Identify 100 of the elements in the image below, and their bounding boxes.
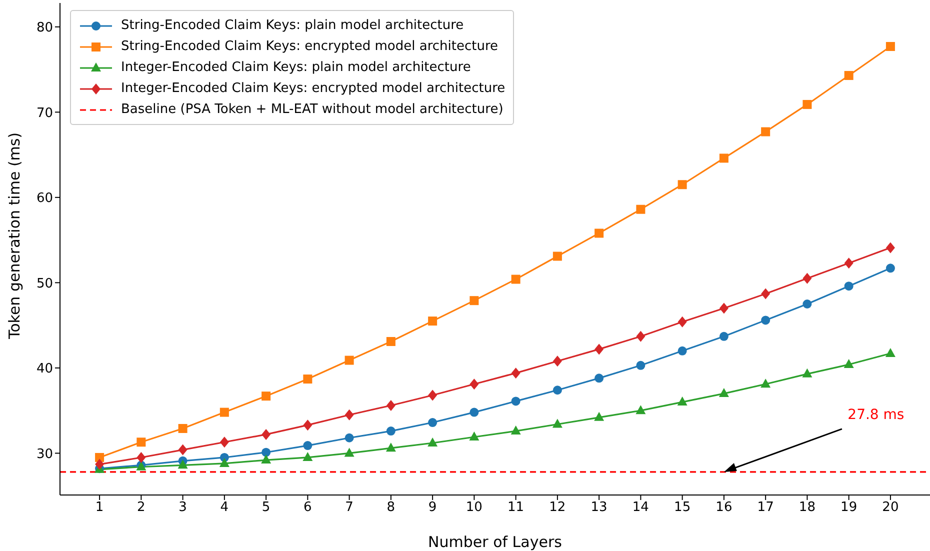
point [470,378,479,390]
y-tick-label: 70 [36,106,53,121]
y-axis-title: Token generation time (ms) [5,132,24,340]
point [386,426,396,436]
point [802,272,812,284]
point [677,396,688,406]
point [303,420,312,431]
point [219,458,230,467]
point [844,359,854,368]
point [510,426,521,435]
point [760,378,771,388]
point [303,441,312,450]
legend-label: String-Encoded Claim Keys: plain model architecture [121,18,464,33]
point [719,154,728,163]
point [178,444,188,456]
point [886,242,895,254]
x-tick-label: 4 [220,500,229,516]
x-tick-label: 3 [178,500,187,516]
point [719,302,728,314]
x-tick-label: 15 [674,500,691,516]
point [303,374,312,384]
y-tick-label: 50 [36,276,53,292]
x-tick-label: 18 [798,500,816,516]
point [802,300,812,308]
point [678,180,687,190]
point [844,282,854,291]
point [262,392,271,401]
x-tick-label: 8 [386,500,396,516]
point [344,448,354,457]
x-tick-label: 1 [95,500,104,516]
point [886,264,895,273]
point [511,274,520,284]
x-tick-label: 10 [466,500,482,516]
point [428,390,438,401]
point [594,344,604,355]
point [802,100,812,109]
point [761,127,770,136]
point [262,448,271,457]
point [886,42,895,51]
legend-label: Integer-Encoded Claim Keys: plain model architecture [121,60,471,75]
point [220,436,229,448]
point [178,460,188,469]
point [636,360,646,370]
point [344,433,354,442]
point [761,288,770,300]
point [469,432,480,441]
x-tick-label: 5 [262,500,270,516]
point [470,408,479,417]
x-tick-label: 17 [757,500,774,516]
point [718,388,729,398]
point [302,452,313,461]
x-tick-label: 19 [840,500,858,516]
x-tick-label: 20 [882,500,899,516]
legend-label: Integer-Encoded Claim Keys: encrypted model architecture [121,81,506,96]
annotation: 27.8 ms [848,406,904,423]
y-tick-label: 30 [36,446,53,462]
point [885,348,896,357]
point [344,356,354,365]
legend-label: Baseline (PSA Token + ML-EAT without model architecture) [121,102,504,117]
point [136,438,146,447]
point [761,316,770,325]
point [552,252,562,261]
point [594,412,604,421]
point [344,409,354,420]
point [386,442,396,452]
point [636,405,646,414]
point [552,356,562,367]
x-tick-label: 6 [304,500,312,516]
x-tick-label: 16 [716,500,732,516]
point [719,332,728,341]
point [178,424,188,433]
point [552,418,562,428]
point [636,204,646,214]
point [552,386,562,395]
point [678,316,687,328]
x-tick-label: 2 [137,500,146,516]
x-axis-title: Number of Layers [428,533,562,551]
point [636,330,646,342]
point [470,296,479,306]
y-tick-label: 60 [36,191,53,206]
x-tick-label: 14 [632,500,649,516]
point [386,400,396,411]
point [136,452,146,463]
point [261,454,272,464]
x-tick-label: 7 [345,500,354,516]
x-tick-label: 9 [428,500,437,516]
legend-label: String-Encoded Claim Keys: encrypted model architecture [121,39,498,54]
point [428,316,438,326]
x-tick-label: 12 [549,500,566,516]
point [428,437,438,446]
point [428,418,438,428]
point [594,228,604,238]
point [678,346,687,356]
point [220,408,229,417]
point [95,458,104,470]
point [844,258,854,269]
point [802,368,812,378]
point [844,70,854,80]
y-tick-label: 40 [36,362,53,377]
x-tick-label: 11 [508,500,524,516]
